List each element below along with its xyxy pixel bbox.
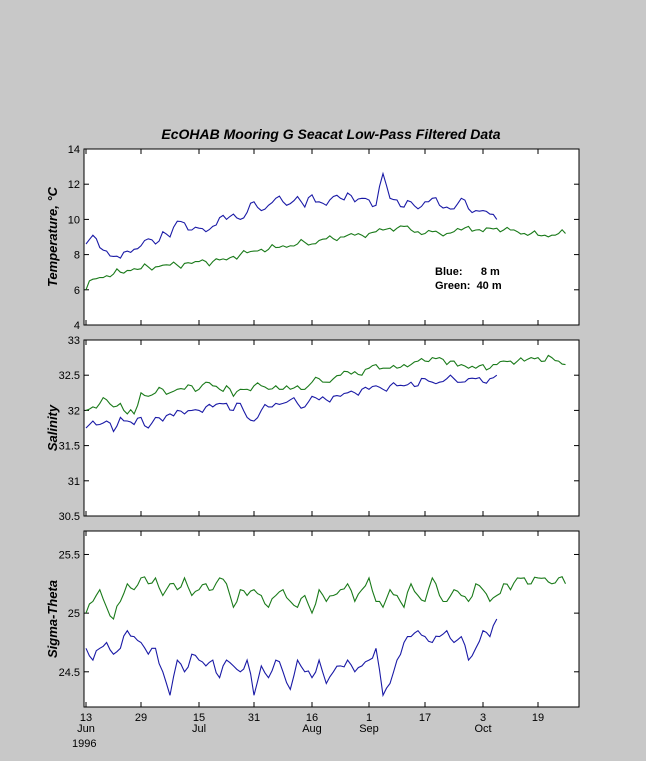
salinity-ytick-label: 33	[68, 335, 80, 347]
salinity-ytick-label: 31	[68, 476, 80, 488]
xtick-label: 15	[193, 712, 205, 724]
legend-green: Green: 40 m	[435, 280, 502, 292]
sigma-theta-ytick-label: 24.5	[59, 667, 80, 679]
sigma-theta-plot-area	[83, 530, 580, 708]
year-label: 1996	[72, 738, 96, 750]
xtick-label: 3	[480, 712, 486, 724]
xtick-label: 17	[419, 712, 431, 724]
salinity-plot-area	[83, 339, 580, 517]
month-label: Aug	[302, 723, 322, 735]
chart-title: EcOHAB Mooring G Seacat Low-Pass Filtere…	[161, 126, 500, 142]
xtick-label: 13	[80, 712, 92, 724]
xtick-label: 16	[306, 712, 318, 724]
sigma-theta-ytick-label: 25.5	[59, 549, 80, 561]
temperature-ytick-label: 12	[68, 179, 80, 191]
month-label: Jul	[192, 723, 206, 735]
xtick-label: 19	[532, 712, 544, 724]
temperature-ytick-label: 14	[68, 144, 80, 156]
panel-temperature: 4 6 8 10 12 14 Temperature, °C	[45, 144, 580, 332]
x-axis-labels: 13 29 15 31 16 1 17 3 19 Jun Jul Aug Sep Oct 1996	[72, 712, 544, 750]
temperature-ytick-label: 8	[74, 250, 80, 262]
salinity-ylabel: Salinity	[45, 404, 60, 451]
xtick-label: 31	[248, 712, 260, 724]
salinity-series-blue	[85, 374, 498, 433]
temperature-series-green	[85, 225, 566, 290]
xtick-label: 29	[135, 712, 147, 724]
sigma-theta-series-blue	[85, 618, 498, 698]
xtick-label: 1	[366, 712, 372, 724]
month-label: Sep	[359, 723, 379, 735]
temperature-ytick-label: 10	[68, 214, 80, 226]
temperature-ytick-label: 4	[74, 320, 80, 332]
salinity-series-green	[85, 354, 566, 415]
panel-salinity: 30.5 31 31.5 32 32.5 33 Salinity	[45, 335, 580, 523]
sigma-theta-ylabel: Sigma-Theta	[45, 580, 60, 658]
salinity-ytick-label: 31.5	[59, 441, 80, 453]
temperature-series-blue	[85, 171, 498, 259]
temperature-ylabel: Temperature, °C	[45, 186, 60, 287]
sigma-theta-series-green	[85, 576, 566, 621]
sigma-theta-ytick-label: 25	[68, 608, 80, 620]
month-label: Jun	[77, 723, 95, 735]
salinity-ytick-label: 30.5	[59, 511, 80, 523]
salinity-ytick-label: 32	[68, 405, 80, 417]
temperature-ytick-label: 6	[74, 285, 80, 297]
legend-blue: Blue: 8 m	[435, 266, 500, 278]
panel-sigma-theta: 24.5 25 25.5 Sigma-Theta	[45, 530, 580, 708]
month-label: Oct	[474, 723, 491, 735]
salinity-ytick-label: 32.5	[59, 370, 80, 382]
